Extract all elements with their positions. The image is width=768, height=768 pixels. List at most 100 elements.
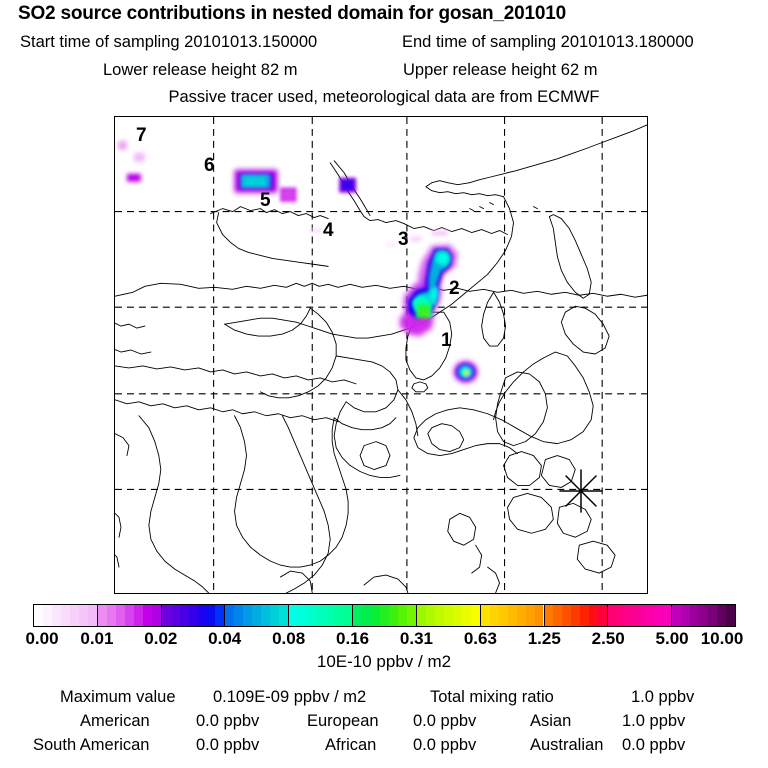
- colorbar-tick-6: 0.31: [399, 629, 433, 648]
- colorbar-band-0-4: [69, 605, 79, 626]
- footer-row-continents-2: South American 0.0 ppbv African 0.0 ppbv…: [0, 736, 768, 760]
- colorbar-band-7-5: [525, 605, 535, 626]
- colorbar-band-7-3: [507, 605, 517, 626]
- colorbar-band-7-1: [489, 605, 499, 626]
- colorbar-tick-labels: 0.00 0.01 0.02 0.04 0.08 0.16 0.31 0.63 1.25 2.50…: [0, 629, 768, 651]
- colorbar-band-1-6: [151, 605, 161, 626]
- colorbar-band-0-5: [78, 605, 88, 626]
- colorbar-tick-0: 0.00: [25, 629, 59, 648]
- map-coastlines: [115, 117, 647, 593]
- total-mixing-ratio-label: Total mixing ratio: [430, 688, 554, 706]
- colorbar-band-4-5: [334, 605, 344, 626]
- australian-value: 0.0 ppbv: [622, 736, 686, 754]
- colorbar-band-3-6: [279, 605, 289, 626]
- south-american-value: 0.0 ppbv: [196, 736, 260, 754]
- colorbar-segment-7: [480, 605, 545, 626]
- colorbar-band-6-1: [425, 605, 435, 626]
- colorbar-band-8-0: [544, 605, 554, 626]
- african-label: African: [325, 736, 377, 754]
- colorbar-band-8-1: [553, 605, 563, 626]
- colorbar-tick-9: 2.50: [591, 629, 625, 648]
- colorbar: [33, 604, 736, 627]
- colorbar-band-4-0: [289, 605, 299, 626]
- colorbar-band-8-5: [589, 605, 599, 626]
- colorbar-segment-5: [353, 605, 417, 626]
- colorbar-band-1-1: [106, 605, 116, 626]
- colorbar-band-8-4: [580, 605, 590, 626]
- colorbar-band-1-2: [115, 605, 125, 626]
- colorbar-band-9-1: [617, 605, 627, 626]
- day-label-4: 4: [323, 220, 334, 241]
- day-label-7: 7: [136, 125, 147, 146]
- method-note: Passive tracer used, meteorological data…: [0, 88, 768, 107]
- release-point-star-icon: [559, 469, 603, 513]
- page-title: SO2 source contributions in nested domai…: [18, 3, 566, 24]
- lower-release-height-label: Lower release height 82 m: [103, 61, 298, 79]
- colorbar-band-3-5: [270, 605, 280, 626]
- colorbar-tick-3: 0.04: [208, 629, 242, 648]
- colorbar-tick-2: 0.02: [144, 629, 178, 648]
- european-value: 0.0 ppbv: [413, 712, 477, 730]
- colorbar-band-5-6: [406, 605, 416, 626]
- colorbar-band-7-2: [498, 605, 508, 626]
- colorbar-axis-label: 10E-10 ppbv / m2: [316, 652, 452, 671]
- colorbar-band-0-0: [34, 605, 43, 626]
- colorbar-band-1-4: [133, 605, 143, 626]
- colorbar-band-4-4: [325, 605, 335, 626]
- map-panel: 7 6 5 4 3 2 1: [114, 116, 648, 594]
- colorbar-band-1-0: [97, 605, 107, 626]
- colorbar-segment-6: [416, 605, 481, 626]
- colorbar-tick-10: 5.00: [655, 629, 689, 648]
- day-label-6: 6: [204, 155, 215, 176]
- colorbar-band-10-3: [699, 605, 708, 626]
- colorbar-tick-5: 0.16: [335, 629, 370, 648]
- colorbar-band-2-2: [179, 605, 189, 626]
- day-label-2: 2: [449, 278, 460, 299]
- map-gridlines: [115, 117, 647, 593]
- colorbar-band-9-3: [635, 605, 645, 626]
- colorbar-band-10-1: [681, 605, 691, 626]
- colorbar-band-3-1: [234, 605, 244, 626]
- colorbar-segment-2: [161, 605, 226, 626]
- colorbar-tick-11: 10.00: [700, 629, 744, 648]
- colorbar-band-2-1: [170, 605, 180, 626]
- african-value: 0.0 ppbv: [413, 736, 477, 754]
- end-time-label: End time of sampling 20101013.180000: [402, 33, 694, 51]
- colorbar-tick-4: 0.08: [272, 629, 306, 648]
- colorbar-band-3-2: [243, 605, 253, 626]
- day-label-1: 1: [441, 330, 452, 351]
- colorbar-band-5-3: [379, 605, 389, 626]
- colorbar-band-9-5: [653, 605, 663, 626]
- colorbar-band-8-3: [571, 605, 581, 626]
- colorbar-band-5-1: [362, 605, 371, 626]
- day-label-5: 5: [260, 190, 271, 211]
- colorbar-band-3-4: [261, 605, 271, 626]
- colorbar-segment-1: [97, 605, 162, 626]
- colorbar-band-10-6: [725, 605, 735, 626]
- colorbar-band-6-6: [470, 605, 480, 626]
- colorbar-band-9-2: [626, 605, 636, 626]
- method-note-text: Passive tracer used, meteorological data…: [168, 88, 600, 106]
- colorbar-band-8-6: [598, 605, 608, 626]
- european-label: European: [307, 712, 379, 730]
- colorbar-band-9-6: [662, 605, 672, 626]
- colorbar-band-3-3: [252, 605, 262, 626]
- colorbar-band-2-5: [206, 605, 216, 626]
- colorbar-band-0-2: [51, 605, 61, 626]
- maximum-value-label: Maximum value: [60, 688, 176, 706]
- american-value: 0.0 ppbv: [196, 712, 260, 730]
- colorbar-band-9-0: [608, 605, 618, 626]
- colorbar-band-10-5: [716, 605, 726, 626]
- colorbar-band-8-2: [562, 605, 572, 626]
- asian-value: 1.0 ppbv: [622, 712, 686, 730]
- colorbar-band-0-3: [60, 605, 70, 626]
- colorbar-band-4-2: [307, 605, 317, 626]
- colorbar-band-3-0: [225, 605, 235, 626]
- colorbar-band-7-6: [534, 605, 544, 626]
- colorbar-tick-8: 1.25: [527, 629, 561, 648]
- colorbar-segment-8: [544, 605, 609, 626]
- colorbar-band-10-0: [672, 605, 682, 626]
- colorbar-band-2-3: [188, 605, 198, 626]
- footer-row-continents-1: American 0.0 ppbv European 0.0 ppbv Asia…: [0, 712, 768, 736]
